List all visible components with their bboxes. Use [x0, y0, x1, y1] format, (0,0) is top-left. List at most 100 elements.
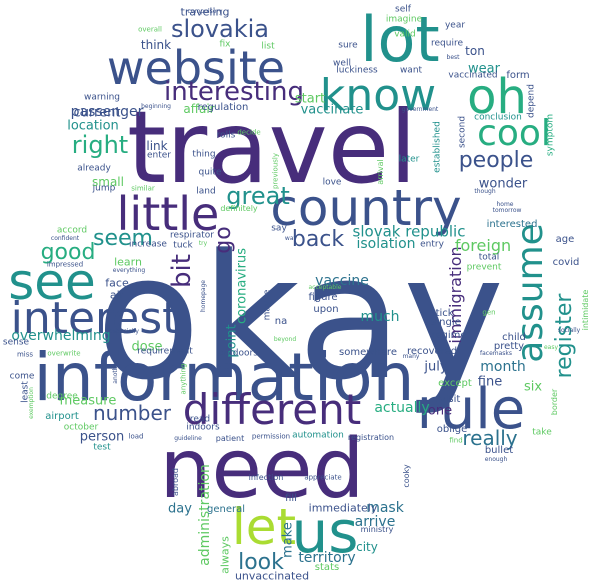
word-overwhelming: overwhelming: [11, 328, 111, 344]
word-luckiness: luckiness: [336, 65, 378, 76]
word-great: great: [226, 182, 290, 210]
word-single: single: [431, 317, 461, 328]
word-number: number: [92, 401, 172, 425]
word-decide: decide: [237, 128, 261, 137]
word-require: require: [431, 38, 463, 49]
word-form: form: [506, 70, 530, 81]
word-think: think: [140, 38, 172, 52]
word-vaccinate: vaccinate: [300, 102, 364, 118]
word-list: list: [261, 41, 275, 52]
word-degree: degree: [46, 391, 78, 402]
word-enter: enter: [146, 150, 172, 161]
word-tomorrow: tomorrow: [492, 207, 522, 214]
word-let: let: [231, 498, 297, 556]
word-six: six: [523, 379, 543, 395]
word-isolation: isolation: [356, 236, 416, 252]
word-information: information: [33, 339, 415, 416]
word-arrive: arrive: [354, 514, 396, 530]
word-day: day: [168, 501, 192, 517]
word-fix: fix: [219, 39, 231, 50]
word-warning: warning: [83, 92, 121, 103]
word-different: different: [182, 385, 362, 434]
word-many: many: [402, 353, 420, 360]
word-load: load: [128, 432, 144, 441]
word-depend: depend: [526, 84, 537, 118]
word-really: really: [462, 426, 518, 450]
word-come: come: [9, 371, 35, 382]
word-indoors: indoors: [186, 422, 220, 433]
word-slovakia: slovakia: [170, 15, 270, 43]
word-beyond: beyond: [273, 336, 297, 343]
word-total: total: [478, 252, 500, 263]
word-ministry: ministry: [360, 525, 394, 534]
word-affair: affair: [183, 102, 215, 116]
word-compulsory: compulsory: [187, 8, 223, 15]
word-covid: covid: [552, 257, 580, 268]
word-bit: bit: [167, 254, 197, 288]
word-similar: similar: [131, 184, 155, 193]
word-especially: especially: [109, 328, 139, 335]
word-visit: visit: [439, 394, 461, 405]
word-registration: registration: [347, 433, 395, 442]
word-automation: automation: [292, 430, 344, 441]
word-interested: interested: [486, 219, 538, 230]
word-land: land: [196, 186, 216, 197]
word-little: little: [116, 187, 220, 241]
word-much: much: [360, 309, 400, 325]
word-cool: cool: [477, 113, 551, 154]
word-impressed: impressed: [46, 260, 84, 269]
word-interest: interest: [10, 293, 180, 344]
word-month: month: [480, 359, 526, 375]
word-face: face: [105, 276, 129, 290]
word-home: home: [496, 201, 514, 208]
word-travel: travel: [126, 89, 418, 206]
word-learn: learn: [114, 255, 142, 269]
word-cooky: cooky: [402, 464, 411, 488]
word-stats: stats: [314, 562, 340, 573]
word-okay: okay: [95, 217, 505, 418]
word-exemption: exemption: [28, 387, 35, 419]
word-wonder: wonder: [478, 176, 528, 192]
word-say: say: [271, 223, 287, 234]
word-though: though: [474, 188, 496, 195]
word-age: age: [555, 234, 575, 245]
word-read: read: [189, 414, 211, 425]
word-socially: socially: [557, 327, 581, 334]
word-good: good: [40, 240, 96, 265]
word-go: go: [211, 226, 236, 254]
word-appreciate: appreciate: [304, 473, 342, 482]
word-accord: accord: [56, 225, 88, 236]
word-take: take: [532, 427, 552, 438]
word-current: current: [73, 105, 121, 121]
word-symptom: symptom: [545, 113, 556, 157]
word-wear: wear: [468, 61, 500, 77]
word-airport: airport: [45, 411, 79, 422]
word-year: year: [444, 20, 466, 31]
word-government: government: [401, 106, 439, 113]
word-try: try: [198, 240, 208, 247]
word-valid: valid: [394, 29, 416, 40]
word-always: always: [218, 536, 232, 574]
word-easy: easy: [543, 344, 559, 351]
word-overwrite: overwrite: [47, 349, 81, 358]
word-love: love: [322, 177, 342, 188]
word-stick: stick: [430, 308, 454, 319]
word-definitely: definitely: [220, 204, 258, 213]
word-bullet: bullet: [484, 445, 514, 456]
word-lot: lot: [360, 3, 440, 76]
word-respirator: respirator: [170, 230, 214, 241]
word-october: october: [63, 422, 99, 433]
word-one: one: [427, 403, 453, 419]
word-except: except: [438, 378, 472, 389]
word-dose: dose: [131, 339, 163, 355]
word-tuck: tuck: [173, 240, 193, 251]
word-beginning: beginning: [141, 103, 171, 110]
word-patient: patient: [215, 434, 245, 443]
word-conclusion: conclusion: [474, 112, 522, 123]
word-seem: seem: [93, 226, 153, 251]
word-fill: fill: [285, 493, 297, 504]
word-self: self: [395, 4, 411, 15]
word-child: child: [502, 332, 526, 343]
word-later: later: [398, 154, 420, 165]
